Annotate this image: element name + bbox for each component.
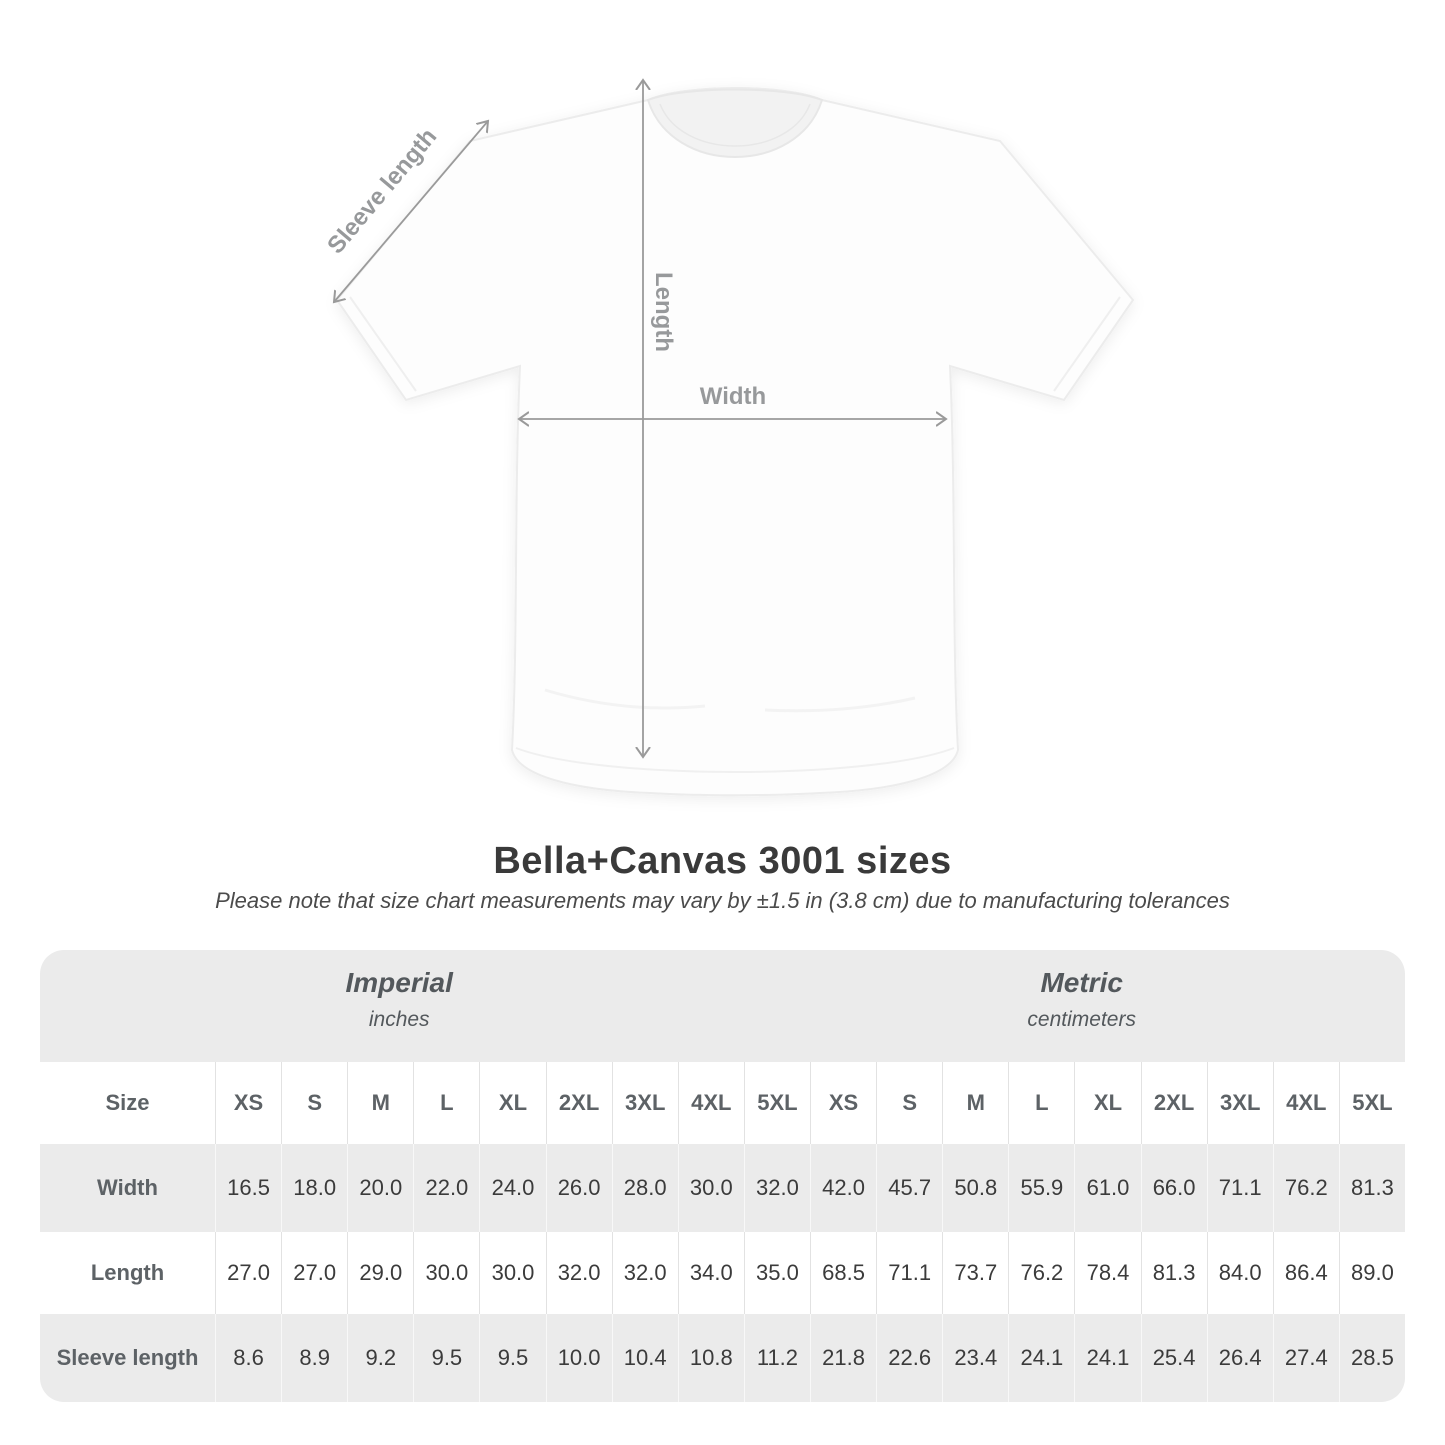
row-label: Length <box>90 1260 165 1285</box>
value-cell: 76.2 <box>1272 1144 1339 1232</box>
size-cell: 2XL <box>545 1062 612 1144</box>
metric-title: Metric <box>1040 966 1123 998</box>
size-table-body: Size XS S M L XL 2XL 3XL 4XL 5XL XS S M L XL 2XL 3XL 4XL 5… <box>40 1062 1405 1402</box>
tshirt-diagram: Sleeve length Length Width <box>322 0 1135 797</box>
value-cell: 50.8 <box>942 1144 1008 1232</box>
value-cell: 11.2 <box>743 1314 810 1402</box>
size-cell: 2XL <box>1140 1062 1207 1144</box>
value-cell: 27.4 <box>1272 1314 1339 1402</box>
size-cell: M <box>942 1062 1008 1144</box>
size-cell: 4XL <box>677 1062 744 1144</box>
value-cell: 10.4 <box>611 1314 678 1402</box>
value-cell: 10.8 <box>677 1314 744 1402</box>
size-cell: 4XL <box>1272 1062 1339 1144</box>
width-label: Width <box>700 383 766 410</box>
page-title: Bella+Canvas 3001 sizes <box>493 840 952 882</box>
value-cell: 26.4 <box>1206 1314 1273 1402</box>
value-cell: 32.0 <box>611 1232 678 1314</box>
table-row: Sleeve length 8.6 8.9 9.2 9.5 9.5 10.0 10.4 10.8… <box>40 1314 1405 1402</box>
value-cell: 89.0 <box>1338 1232 1405 1314</box>
table-row: Length 27.0 27.0 29.0 30.0 30.0 32.0 32.0 34.0 35… <box>40 1232 1405 1314</box>
value-cell: 81.3 <box>1140 1232 1207 1314</box>
value-cell: 27.0 <box>215 1232 281 1314</box>
value-cell: 35.0 <box>743 1232 810 1314</box>
value-cell: 30.0 <box>413 1232 479 1314</box>
row-label: Size <box>105 1090 150 1115</box>
size-cell: 5XL <box>743 1062 810 1144</box>
value-cell: 86.4 <box>1272 1232 1339 1314</box>
value-cell: 8.9 <box>281 1314 347 1402</box>
value-cell: 30.0 <box>677 1144 744 1232</box>
value-cell: 68.5 <box>810 1232 876 1314</box>
table-row: Width 16.5 18.0 20.0 22.0 24.0 26.0 28.0 30.0 32.… <box>40 1144 1405 1232</box>
value-cell: 18.0 <box>281 1144 347 1232</box>
value-cell: 76.2 <box>1008 1232 1074 1314</box>
length-label: Length <box>650 272 677 352</box>
value-cell: 22.6 <box>876 1314 942 1402</box>
value-cell: 28.0 <box>611 1144 678 1232</box>
size-cell: 3XL <box>1206 1062 1273 1144</box>
size-cell: XL <box>479 1062 545 1144</box>
size-cell: L <box>1008 1062 1074 1144</box>
value-cell: 20.0 <box>347 1144 413 1232</box>
value-cell: 24.1 <box>1074 1314 1140 1402</box>
size-cell: 3XL <box>611 1062 678 1144</box>
value-cell: 42.0 <box>810 1144 876 1232</box>
size-cell: XS <box>215 1062 281 1144</box>
size-table: Imperial inches Metric centimeters Size X… <box>40 950 1405 1402</box>
tolerance-note: Please note that size chart measurements… <box>215 888 1230 913</box>
imperial-unit: inches <box>368 1007 430 1031</box>
value-cell: 23.4 <box>942 1314 1008 1402</box>
value-cell: 24.0 <box>479 1144 545 1232</box>
size-cell: 5XL <box>1338 1062 1405 1144</box>
value-cell: 32.0 <box>743 1144 810 1232</box>
value-cell: 71.1 <box>876 1232 942 1314</box>
imperial-title: Imperial <box>345 966 453 998</box>
size-cell: S <box>876 1062 942 1144</box>
value-cell: 29.0 <box>347 1232 413 1314</box>
metric-unit: centimeters <box>1027 1007 1136 1031</box>
value-cell: 73.7 <box>942 1232 1008 1314</box>
value-cell: 9.5 <box>479 1314 545 1402</box>
value-cell: 61.0 <box>1074 1144 1140 1232</box>
value-cell: 9.5 <box>413 1314 479 1402</box>
size-cell: XL <box>1074 1062 1140 1144</box>
value-cell: 32.0 <box>545 1232 612 1314</box>
size-cell: S <box>281 1062 347 1144</box>
value-cell: 55.9 <box>1008 1144 1074 1232</box>
tshirt-graphic <box>335 87 1135 797</box>
value-cell: 81.3 <box>1338 1144 1405 1232</box>
value-cell: 78.4 <box>1074 1232 1140 1314</box>
value-cell: 28.5 <box>1338 1314 1405 1402</box>
value-cell: 22.0 <box>413 1144 479 1232</box>
size-cell: M <box>347 1062 413 1144</box>
value-cell: 25.4 <box>1140 1314 1207 1402</box>
value-cell: 16.5 <box>215 1144 281 1232</box>
collar <box>646 88 824 158</box>
value-cell: 45.7 <box>876 1144 942 1232</box>
value-cell: 34.0 <box>677 1232 744 1314</box>
value-cell: 30.0 <box>479 1232 545 1314</box>
imperial-header: Imperial inches <box>40 950 758 1062</box>
value-cell: 21.8 <box>810 1314 876 1402</box>
value-cell: 9.2 <box>347 1314 413 1402</box>
value-cell: 27.0 <box>281 1232 347 1314</box>
metric-header: Metric centimeters <box>758 950 1405 1062</box>
value-cell: 66.0 <box>1140 1144 1207 1232</box>
table-unit-header: Imperial inches Metric centimeters <box>40 950 1405 1062</box>
row-label: Width <box>97 1175 158 1200</box>
row-label: Sleeve length <box>56 1345 199 1370</box>
sleeve-length-arrow <box>334 121 488 302</box>
value-cell: 26.0 <box>545 1144 612 1232</box>
value-cell: 71.1 <box>1206 1144 1273 1232</box>
size-cell: XS <box>810 1062 876 1144</box>
size-header-row: Size XS S M L XL 2XL 3XL 4XL 5XL XS S M L XL 2XL 3XL 4XL 5… <box>40 1062 1405 1144</box>
value-cell: 8.6 <box>215 1314 281 1402</box>
size-cell: L <box>413 1062 479 1144</box>
value-cell: 10.0 <box>545 1314 612 1402</box>
value-cell: 84.0 <box>1206 1232 1273 1314</box>
value-cell: 24.1 <box>1008 1314 1074 1402</box>
